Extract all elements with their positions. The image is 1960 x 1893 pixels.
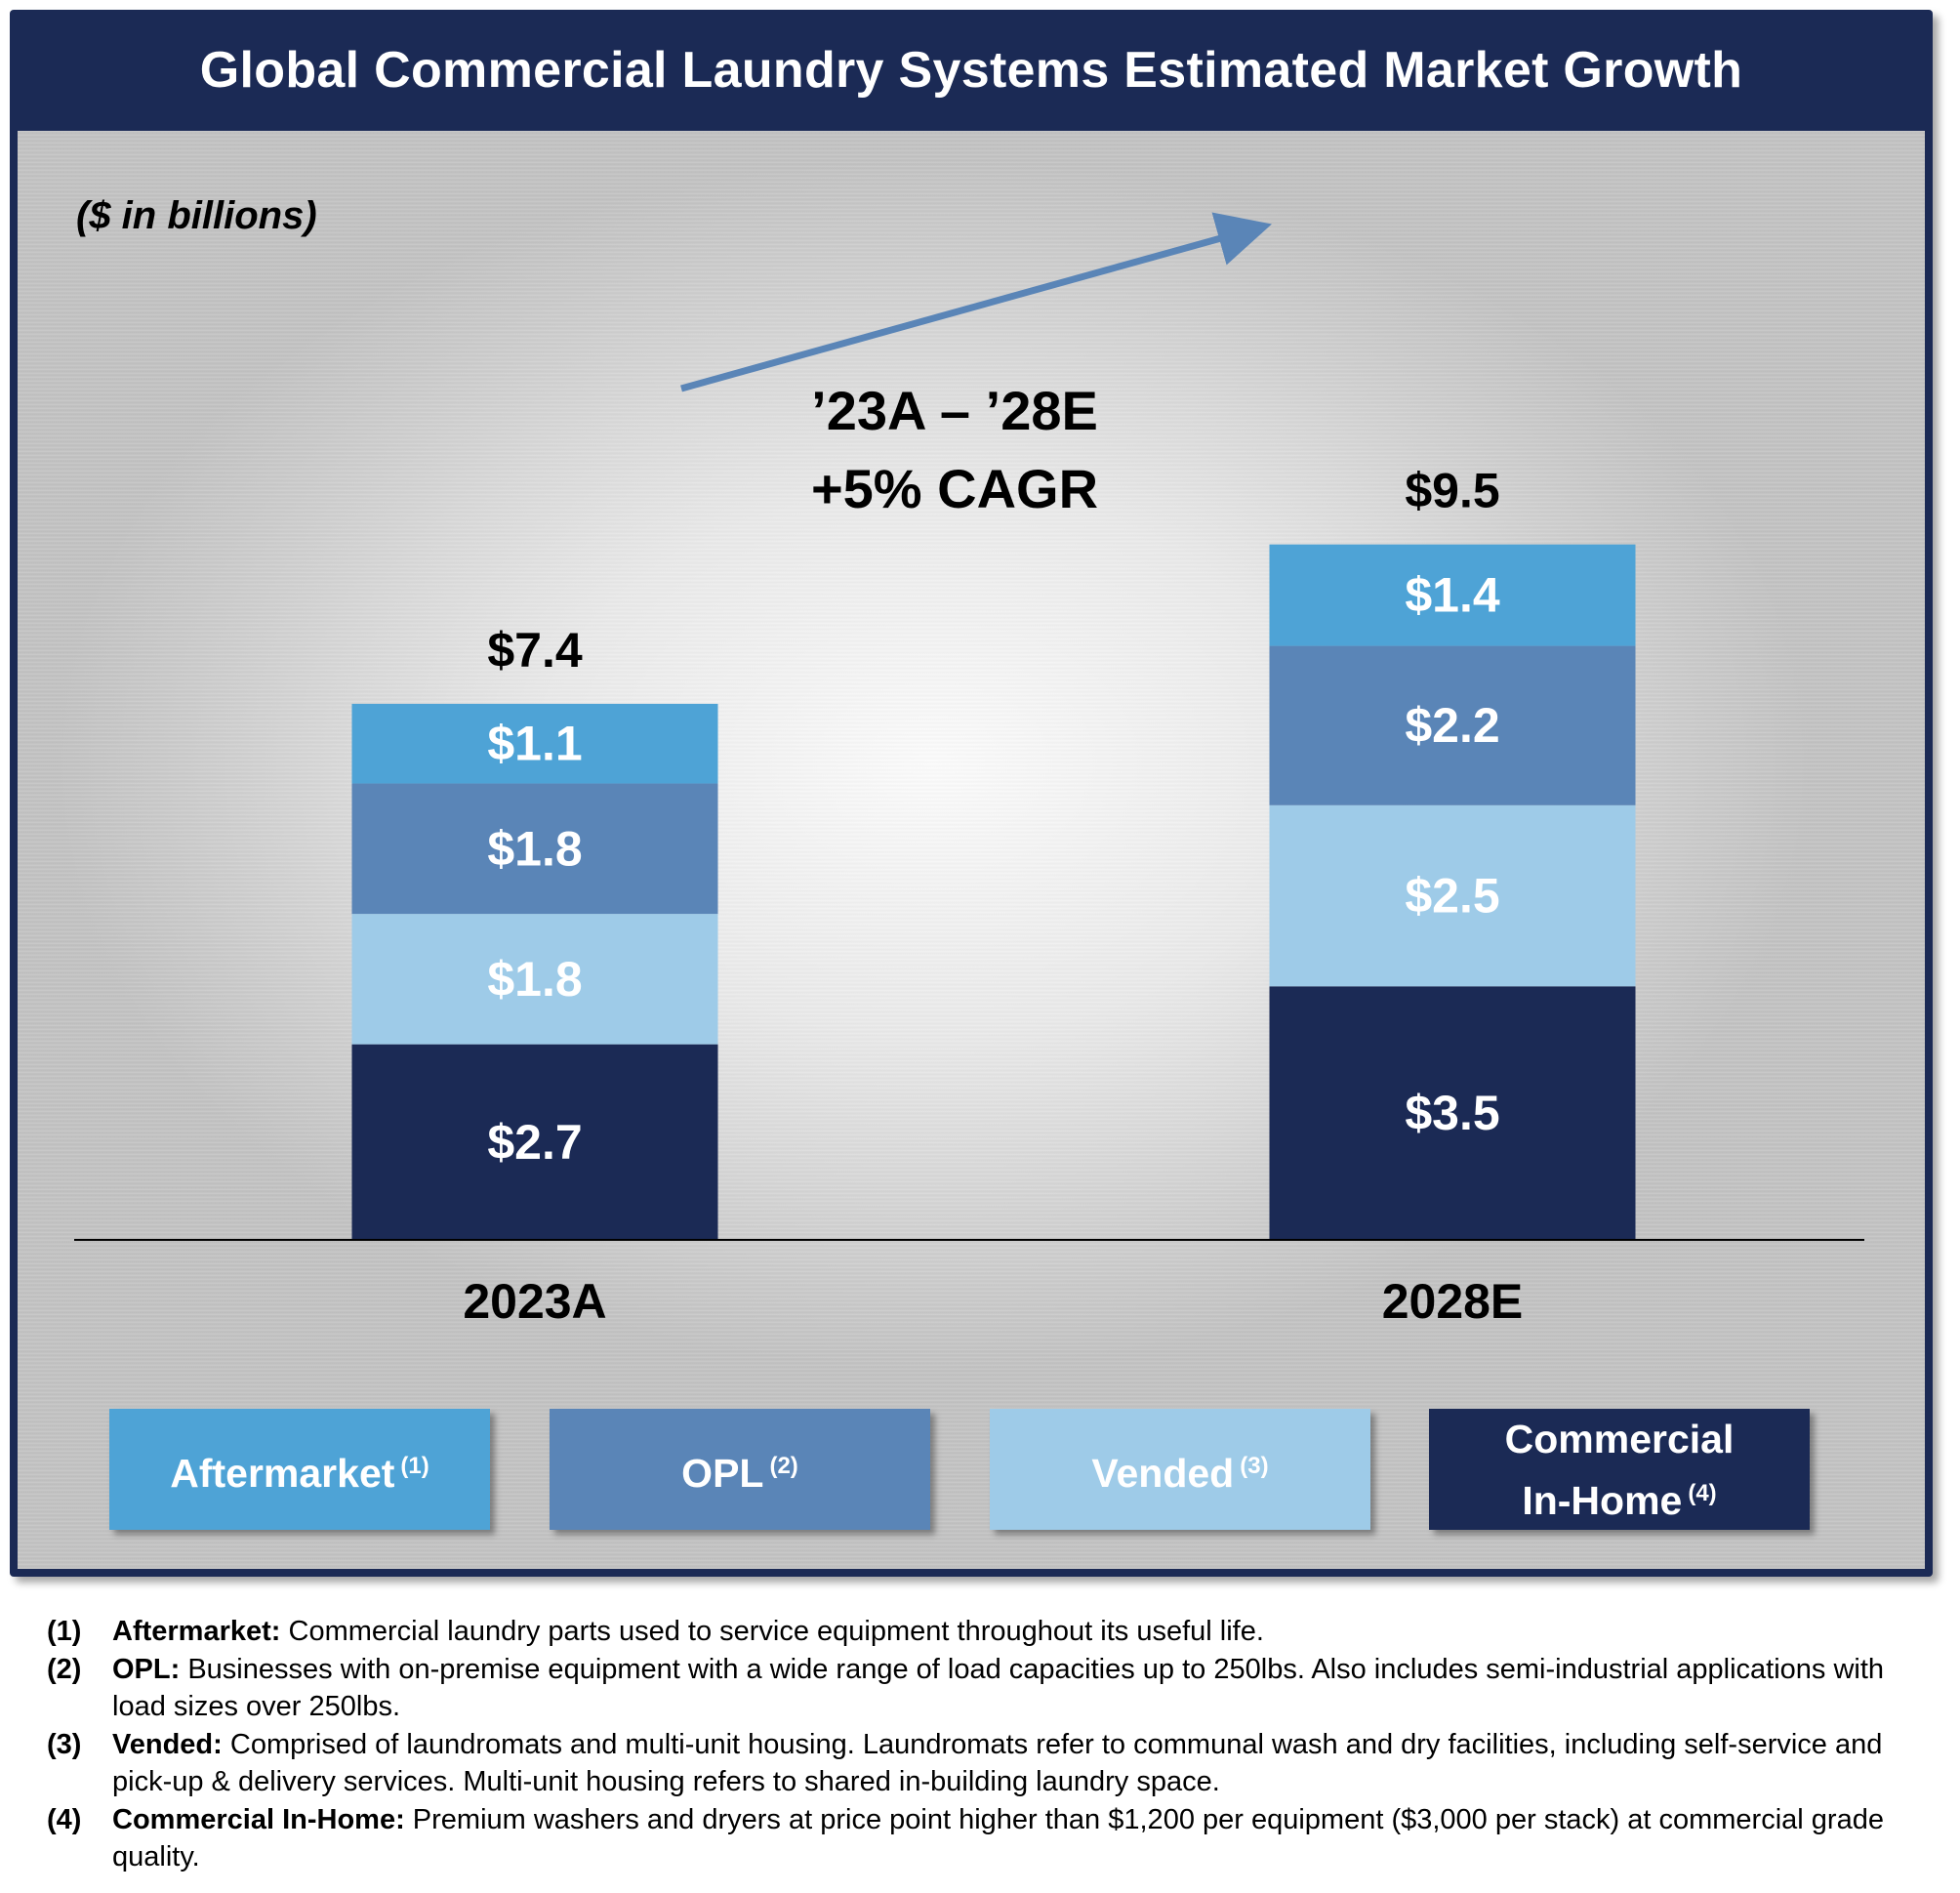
footnote-commercial-in-home: (4) Commercial In-Home: Premium washers a… xyxy=(47,1801,1921,1875)
footnote-term: Aftermarket: xyxy=(112,1616,281,1647)
cagr-rate-label: +5% CAGR xyxy=(811,458,1098,519)
footnote-number: (2) xyxy=(47,1654,82,1685)
footnote-number: (3) xyxy=(47,1729,82,1760)
footnote-number: (4) xyxy=(47,1804,82,1835)
bar-value-label-aftermarket-2023a: $1.1 xyxy=(487,717,582,771)
bar-total-label-2023a: $7.4 xyxy=(487,623,583,678)
bar-value-label-opl-2023a: $1.8 xyxy=(487,821,582,876)
bar-segment-commercial-in-home-2023a xyxy=(351,1044,718,1240)
bar-value-label-commercial-in-home-2023a: $2.7 xyxy=(487,1115,582,1170)
footnote-number: (1) xyxy=(47,1616,82,1647)
legend-vended: Vended (3) xyxy=(990,1409,1370,1530)
legend-aftermarket-label: Aftermarket xyxy=(170,1450,395,1496)
unit-label: ($ in billions) xyxy=(76,194,317,237)
bar-value-label-commercial-in-home-2028e: $3.5 xyxy=(1405,1086,1499,1140)
bar-value-label-vended-2023a: $1.8 xyxy=(487,952,582,1007)
bars-group: $2.7 $1.8 $1.8 $1.1 $7.4 2023A $3.5 $2.5 $2.2 $1.… xyxy=(351,464,1636,1329)
legend-opl-note: (2) xyxy=(769,1452,798,1479)
legend-commercial-in-home: Commercial In-Home (4) xyxy=(1429,1409,1810,1530)
bar-value-label-aftermarket-2028e: $1.4 xyxy=(1405,568,1500,623)
bar-segment-vended-2028e xyxy=(1269,804,1636,987)
cagr-arrow xyxy=(680,212,1272,392)
legend-commercial-in-home-note: (4) xyxy=(1688,1479,1717,1506)
footnote-text: Commercial laundry parts used to service… xyxy=(280,1616,1264,1647)
chart-title: Global Commercial Laundry Systems Estima… xyxy=(199,42,1743,99)
footnotes: (1) Aftermarket: Commercial laundry parts… xyxy=(47,1613,1921,1876)
x-tick-label-2028e: 2028E xyxy=(1382,1274,1524,1329)
footnote-term: Commercial In-Home: xyxy=(112,1804,405,1835)
bar-value-label-vended-2028e: $2.5 xyxy=(1405,869,1499,924)
bar-value-label-opl-2028e: $2.2 xyxy=(1405,698,1499,753)
bar-segment-opl-2023a xyxy=(351,783,718,915)
bar-segment-vended-2023a xyxy=(351,914,718,1045)
legend-opl-label: OPL xyxy=(681,1450,764,1496)
chart-panel: ($ in billions) ’23A – ’28E +5% CAGR $2.… xyxy=(18,131,1925,1569)
cagr-period-label: ’23A – ’28E xyxy=(811,380,1098,441)
bar-segment-aftermarket-2028e xyxy=(1269,544,1636,646)
footnote-term: OPL: xyxy=(112,1654,181,1685)
chart-frame: Global Commercial Laundry Systems Estima… xyxy=(10,10,1933,1577)
legend-aftermarket: Aftermarket (1) xyxy=(109,1409,490,1530)
footnote-term: Vended: xyxy=(112,1729,223,1760)
bar-segment-opl-2028e xyxy=(1269,645,1636,805)
footnote-vended: (3) Vended: Comprised of laundromats and … xyxy=(47,1726,1921,1800)
legend-opl: OPL (2) xyxy=(550,1409,930,1530)
bar-total-label-2028e: $9.5 xyxy=(1405,464,1499,518)
footnote-opl: (2) OPL: Businesses with on-premise equip… xyxy=(47,1651,1921,1725)
footnote-aftermarket: (1) Aftermarket: Commercial laundry parts… xyxy=(47,1613,1921,1650)
footnote-text: Comprised of laundromats and multi-unit … xyxy=(112,1729,1883,1797)
legend-vended-label: Vended xyxy=(1091,1450,1235,1496)
chart-canvas: ($ in billions) ’23A – ’28E +5% CAGR $2.… xyxy=(74,194,1864,1329)
legend-commercial-in-home-line2: In-Home xyxy=(1522,1477,1683,1523)
x-tick-label-2023a: 2023A xyxy=(463,1274,606,1329)
footnote-text: Businesses with on-premise equipment wit… xyxy=(112,1654,1885,1722)
legend-vended-note: (3) xyxy=(1240,1452,1269,1479)
legend-commercial-in-home-line1: Commercial xyxy=(1504,1416,1735,1461)
bar-segment-aftermarket-2023a xyxy=(351,703,718,784)
legend-aftermarket-note: (1) xyxy=(400,1452,429,1479)
bar-segment-commercial-in-home-2028e xyxy=(1269,986,1636,1240)
footnote-text: Premium washers and dryers at price poin… xyxy=(112,1804,1884,1872)
